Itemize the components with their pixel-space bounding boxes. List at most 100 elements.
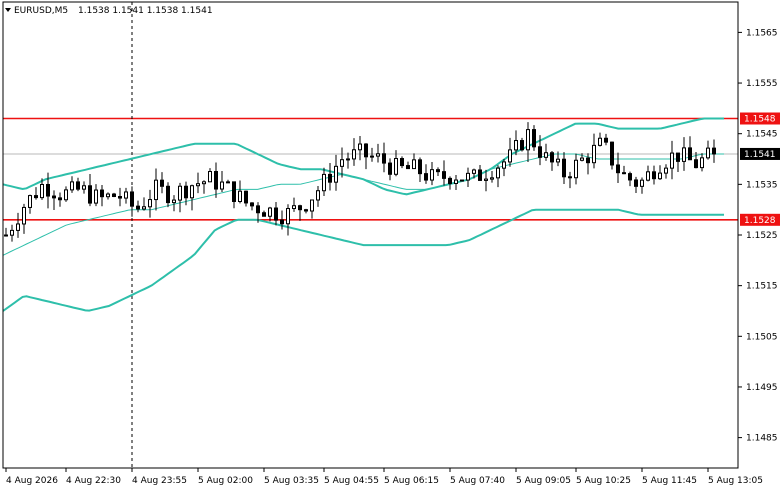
candle[interactable] xyxy=(454,174,458,190)
candle[interactable] xyxy=(418,157,422,182)
candle[interactable] xyxy=(256,202,260,223)
candle[interactable] xyxy=(208,168,212,183)
candle[interactable] xyxy=(160,172,164,194)
candle[interactable] xyxy=(34,187,38,200)
candle[interactable] xyxy=(28,194,32,214)
candle[interactable] xyxy=(658,165,662,180)
candle[interactable] xyxy=(178,182,182,213)
candle[interactable] xyxy=(376,143,380,163)
candle[interactable] xyxy=(106,192,110,200)
candle[interactable] xyxy=(634,176,638,193)
candle[interactable] xyxy=(646,165,650,182)
candle[interactable] xyxy=(322,167,326,197)
candle[interactable] xyxy=(310,199,314,219)
candle[interactable] xyxy=(334,154,338,191)
candle[interactable] xyxy=(76,177,80,192)
candle[interactable] xyxy=(4,227,8,237)
candle[interactable] xyxy=(508,137,512,167)
candle[interactable] xyxy=(232,181,236,209)
candle[interactable] xyxy=(136,200,140,213)
candle[interactable] xyxy=(10,224,14,242)
candle[interactable] xyxy=(268,206,272,222)
candle[interactable] xyxy=(364,143,368,170)
candle[interactable] xyxy=(16,212,20,238)
candle[interactable] xyxy=(448,176,452,190)
candle[interactable] xyxy=(172,195,176,212)
candle[interactable] xyxy=(94,184,98,207)
candle[interactable] xyxy=(514,130,518,156)
candle[interactable] xyxy=(460,179,464,182)
candle[interactable] xyxy=(382,142,386,173)
candle[interactable] xyxy=(706,140,710,160)
candle[interactable] xyxy=(388,158,392,181)
candle[interactable] xyxy=(532,125,536,151)
candle[interactable] xyxy=(520,137,524,152)
candle[interactable] xyxy=(712,139,716,163)
candle[interactable] xyxy=(190,184,194,211)
candle[interactable] xyxy=(292,197,296,212)
candle[interactable] xyxy=(220,171,224,192)
candle[interactable] xyxy=(286,204,290,236)
symbol-dropdown-icon[interactable] xyxy=(5,8,11,12)
candle[interactable] xyxy=(538,135,542,166)
candle[interactable] xyxy=(280,210,284,230)
candle[interactable] xyxy=(394,150,398,177)
candle[interactable] xyxy=(202,180,206,194)
candle[interactable] xyxy=(424,164,428,184)
candle[interactable] xyxy=(400,156,404,169)
candle[interactable] xyxy=(142,197,146,211)
candle[interactable] xyxy=(70,176,74,193)
candle[interactable] xyxy=(700,153,704,172)
candle[interactable] xyxy=(130,186,134,217)
candle[interactable] xyxy=(676,152,680,173)
candle[interactable] xyxy=(148,189,152,218)
candle[interactable] xyxy=(556,151,560,167)
candle[interactable] xyxy=(496,165,500,188)
candle[interactable] xyxy=(670,140,674,180)
candle[interactable] xyxy=(262,210,266,217)
candle[interactable] xyxy=(430,162,434,186)
candle[interactable] xyxy=(250,202,254,211)
candle[interactable] xyxy=(112,192,116,198)
candle[interactable] xyxy=(616,152,620,183)
candle[interactable] xyxy=(346,152,350,169)
candle[interactable] xyxy=(688,136,692,161)
candle[interactable] xyxy=(442,160,446,186)
candle[interactable] xyxy=(298,204,302,221)
candle[interactable] xyxy=(196,172,200,194)
candle[interactable] xyxy=(154,168,158,211)
candle[interactable] xyxy=(370,147,374,162)
candle[interactable] xyxy=(166,182,170,208)
candle[interactable] xyxy=(490,171,494,183)
candle[interactable] xyxy=(610,141,614,170)
candle[interactable] xyxy=(592,133,596,169)
candle[interactable] xyxy=(316,185,320,207)
candle[interactable] xyxy=(652,165,656,185)
candle[interactable] xyxy=(406,161,410,170)
candle[interactable] xyxy=(100,184,104,207)
candle[interactable] xyxy=(604,133,608,146)
candle[interactable] xyxy=(664,164,668,179)
candle[interactable] xyxy=(586,153,590,175)
candle[interactable] xyxy=(682,137,686,171)
candle[interactable] xyxy=(436,167,440,177)
candle[interactable] xyxy=(544,143,548,161)
candle[interactable] xyxy=(598,132,602,147)
candle[interactable] xyxy=(358,135,362,161)
candle[interactable] xyxy=(64,186,68,202)
candle[interactable] xyxy=(562,152,566,184)
candle[interactable] xyxy=(478,165,482,181)
candle[interactable] xyxy=(88,174,92,207)
candle[interactable] xyxy=(466,167,470,188)
candle[interactable] xyxy=(622,165,626,175)
candle[interactable] xyxy=(526,122,530,163)
candle[interactable] xyxy=(124,187,128,204)
candle[interactable] xyxy=(484,169,488,192)
candle[interactable] xyxy=(340,147,344,178)
candle[interactable] xyxy=(352,138,356,166)
candle[interactable] xyxy=(58,192,62,207)
candle[interactable] xyxy=(40,178,44,200)
candle[interactable] xyxy=(628,171,632,187)
candle[interactable] xyxy=(82,181,86,194)
